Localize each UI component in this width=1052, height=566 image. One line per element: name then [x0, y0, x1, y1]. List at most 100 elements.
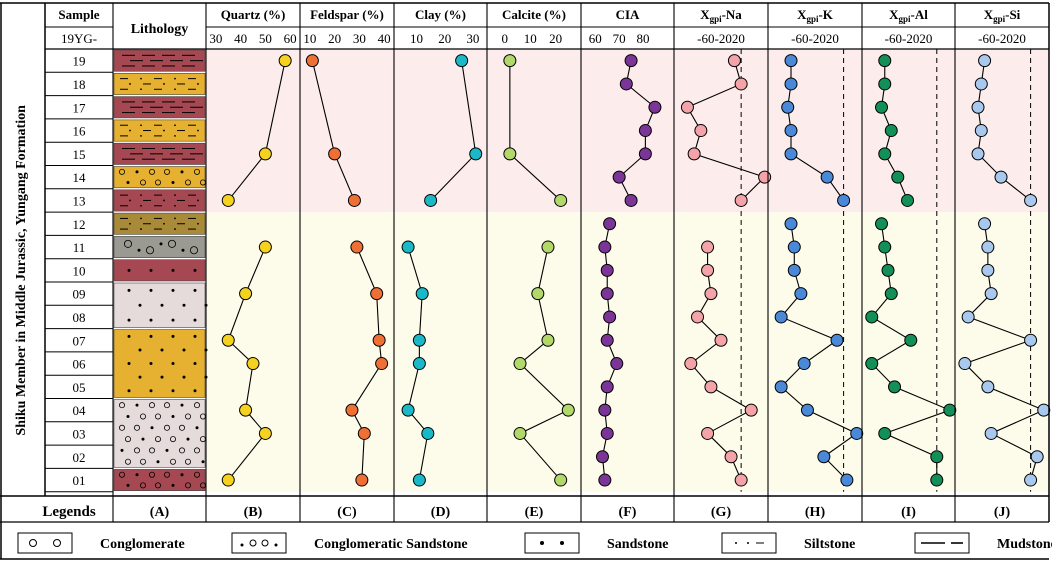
- sandstone-dot: [135, 170, 139, 174]
- sandstone-dot: [171, 362, 175, 366]
- legend-swatch: [524, 532, 580, 554]
- data-point: [350, 240, 364, 254]
- data-point: [784, 124, 798, 138]
- data-point: [221, 193, 235, 207]
- data-point: [974, 124, 988, 138]
- sandstone-dot: [160, 348, 164, 352]
- data-point: [758, 170, 772, 184]
- data-point: [221, 333, 235, 347]
- legend-label: Mudstone: [997, 537, 1052, 552]
- lithology-unit: [113, 212, 206, 235]
- data-point: [624, 193, 638, 207]
- data-point: [734, 473, 748, 487]
- pebble-ring: [167, 239, 176, 248]
- data-point: [531, 287, 545, 301]
- tick-label: 40: [234, 31, 247, 46]
- data-point: [600, 380, 614, 394]
- legend-swatch: [231, 532, 287, 554]
- sandstone-dot: [171, 288, 175, 292]
- panel-title: Feldspar (%): [310, 7, 384, 22]
- tick-label: 10: [303, 31, 316, 46]
- tick-label: 10: [524, 31, 537, 46]
- panel-letter: (A): [150, 505, 170, 520]
- tick-label: 60: [589, 31, 602, 46]
- data-point: [840, 473, 854, 487]
- silt-dot: [174, 228, 176, 230]
- sandstone-dot: [186, 437, 190, 441]
- sample-label: 17: [73, 100, 87, 115]
- legend-dot: [747, 542, 749, 544]
- data-point: [888, 380, 902, 394]
- panel-title: CIA: [616, 7, 640, 22]
- data-point: [994, 170, 1008, 184]
- data-point: [974, 77, 988, 91]
- data-point: [878, 147, 892, 161]
- data-point: [984, 426, 998, 440]
- pebble-ring: [169, 458, 176, 465]
- pebble-ring: [163, 424, 170, 431]
- lithology-unit: [113, 166, 206, 189]
- data-point: [930, 473, 944, 487]
- legend-ring: [29, 539, 37, 547]
- data-point: [943, 403, 957, 417]
- data-point: [600, 287, 614, 301]
- pebble-ring: [163, 471, 170, 478]
- lithology-block: [113, 399, 206, 468]
- sandstone-dot: [127, 389, 131, 393]
- sandstone-dot: [193, 362, 197, 366]
- data-point: [258, 426, 272, 440]
- data-point: [891, 170, 905, 184]
- sample-label: 08: [73, 310, 86, 325]
- panel-title: Xgpi-Al: [889, 7, 928, 24]
- sandstone-dot: [120, 448, 124, 452]
- panel-letter: (G): [711, 505, 732, 520]
- data-point: [830, 333, 844, 347]
- lithology-block: [113, 73, 206, 95]
- sample-label: 09: [73, 287, 86, 302]
- data-point: [424, 193, 438, 207]
- data-point: [305, 54, 319, 68]
- data-point: [734, 193, 748, 207]
- legend-ring: [249, 539, 257, 547]
- tick-label: 40: [378, 31, 391, 46]
- panel-E: Calcite (%) 0 10 20 (E): [502, 7, 575, 520]
- pebble-ring: [119, 402, 126, 409]
- data-point: [612, 170, 626, 184]
- pebble-ring: [193, 447, 200, 454]
- sandstone-dot: [171, 483, 175, 487]
- panel-title: Quartz (%): [221, 7, 286, 22]
- data-point: [901, 193, 915, 207]
- legend-dot: [540, 541, 544, 545]
- legend-label: Conglomeratic Sandstone: [314, 537, 468, 552]
- panel-J: Xgpi-Si -60-2020 (J): [958, 7, 1051, 520]
- panel-title: Xgpi-K: [797, 7, 834, 24]
- data-point: [1037, 403, 1051, 417]
- sandstone-dot: [127, 362, 131, 366]
- sandstone-dot: [149, 362, 153, 366]
- sandstone-dot: [195, 426, 199, 430]
- data-point: [784, 217, 798, 231]
- pebble-ring: [133, 424, 140, 431]
- sandstone-dot: [126, 414, 130, 418]
- sandstone-dot: [126, 180, 130, 184]
- sandstone-dot: [149, 318, 153, 322]
- data-point: [513, 426, 527, 440]
- pebble-ring: [154, 179, 161, 186]
- sandstone-dot: [193, 318, 197, 322]
- sandstone-dot: [150, 426, 154, 430]
- silt-dot: [174, 134, 176, 137]
- pebble-ring: [184, 179, 191, 186]
- data-point: [239, 287, 253, 301]
- silt-dot: [174, 124, 176, 127]
- lithology-unit: [113, 96, 206, 119]
- data-point: [401, 240, 415, 254]
- pebble-ring: [119, 424, 126, 431]
- sandstone-dot: [171, 180, 175, 184]
- data-point: [820, 170, 834, 184]
- pebble-ring: [148, 447, 155, 454]
- tick-labels: -60-2020: [791, 31, 839, 46]
- pebble-ring: [139, 413, 146, 420]
- sandstone-dot: [180, 403, 184, 407]
